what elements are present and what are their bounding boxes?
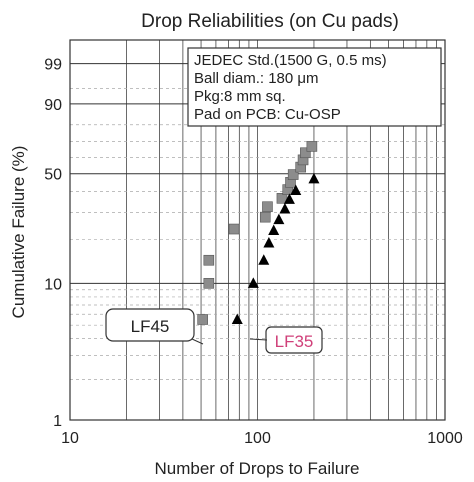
data-point-lf35 <box>279 202 291 214</box>
data-point-lf45 <box>287 169 299 180</box>
callout-lf45: LF45 <box>105 308 204 345</box>
y-tick-label: 50 <box>44 167 62 184</box>
legend-line-ball-diameter: Ball diam.: 180 μm <box>194 70 319 87</box>
y-tick-label: 99 <box>44 57 62 74</box>
plot-frame <box>69 39 446 421</box>
chart-title: Drop Reliabilities (on Cu pads) <box>141 11 399 32</box>
callout-lf45-pointer <box>191 338 204 345</box>
data-point-lf45 <box>197 314 208 325</box>
data-point-lf35 <box>263 236 275 248</box>
data-point-lf35 <box>308 172 320 184</box>
callout-lf35-pointer <box>249 338 268 341</box>
data-point-lf45 <box>300 147 311 159</box>
series-label-lf35: LF35 <box>275 332 314 351</box>
data-point-lf35 <box>231 313 243 324</box>
x-tick-label: 10 <box>61 430 79 447</box>
data-point-lf45 <box>203 254 215 266</box>
callout-lf45-box <box>105 308 195 342</box>
legend-frame <box>187 47 442 127</box>
series-label-lf45: LF45 <box>131 317 170 336</box>
data-point-lf45 <box>228 223 240 235</box>
data-point-lf45 <box>306 141 318 152</box>
callout-lf35: LF35 <box>249 326 323 354</box>
legend-box: JEDEC Std.(1500 G, 0.5 ms) Ball diam.: 1… <box>187 47 442 127</box>
y-axis-label: Cumulative Failure (%) <box>9 146 28 319</box>
data-markers <box>197 141 320 325</box>
y-tick-label: 90 <box>44 97 62 114</box>
data-point-lf35 <box>268 224 280 235</box>
y-tick-label: 10 <box>44 276 62 293</box>
x-tick-label: 1000 <box>427 430 463 447</box>
x-axis-label: Number of Drops to Failure <box>154 459 359 478</box>
legend-line-test-standard: JEDEC Std.(1500 G, 0.5 ms) <box>194 52 387 69</box>
legend-line-pad-finish: Pad on PCB: Cu-OSP <box>194 106 341 123</box>
data-point-lf45 <box>262 201 273 213</box>
data-point-lf35 <box>258 254 270 265</box>
data-point-lf45 <box>259 211 271 223</box>
data-point-lf35 <box>290 184 302 196</box>
data-point-lf35 <box>247 277 259 288</box>
data-point-lf35 <box>283 193 295 204</box>
y-tick-label: 1 <box>53 413 62 430</box>
legend-line-package: Pkg:8 mm sq. <box>194 88 286 105</box>
x-tick-label: 100 <box>244 430 271 447</box>
data-point-lf35 <box>273 213 285 225</box>
data-point-lf45 <box>203 278 215 289</box>
